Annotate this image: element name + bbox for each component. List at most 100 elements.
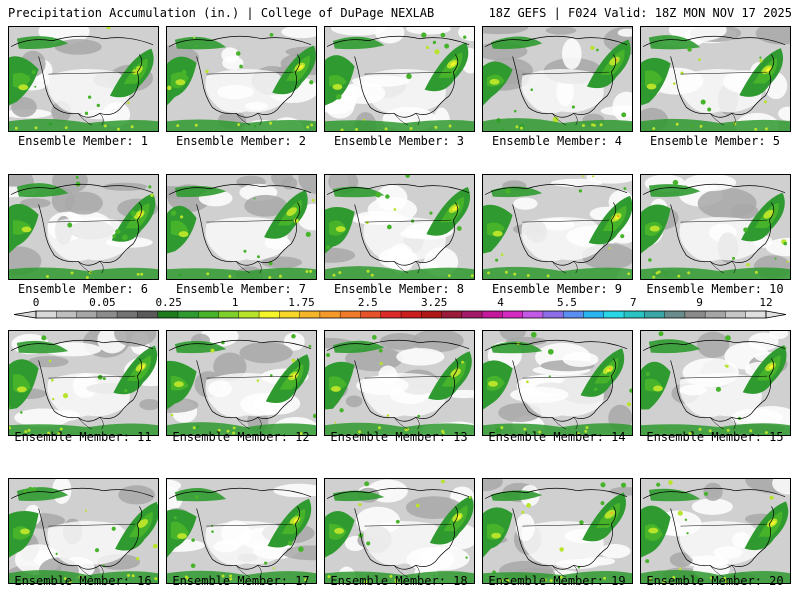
ensemble-member-map-17 (166, 478, 317, 584)
ensemble-member-label-9: Ensemble Member: 9 (491, 282, 623, 296)
ensemble-member-map-3 (324, 26, 475, 132)
ensemble-member-map-6 (8, 174, 159, 280)
colorbar-tick-label: 2.5 (357, 296, 378, 309)
ensemble-member-label-18: Ensemble Member: 18 (330, 574, 468, 588)
ensemble-member-label-6: Ensemble Member: 6 (17, 282, 149, 296)
colorbar-swatch (360, 311, 382, 318)
colorbar-swatch (36, 311, 57, 318)
colorbar-swatch (705, 311, 726, 318)
ensemble-member-map-4 (482, 26, 633, 132)
ensemble-member-map-14 (482, 330, 633, 436)
precip-map (325, 175, 474, 279)
ensemble-member-map-8 (324, 174, 475, 280)
map-title: Precipitation Accumulation (in.) | Colle… (8, 6, 435, 20)
ensemble-member-map-9 (482, 174, 633, 280)
colorbar-tick-label: 9 (696, 296, 703, 309)
colorbar-swatch (218, 311, 240, 318)
ensemble-member-label-19: Ensemble Member: 19 (488, 574, 626, 588)
ensemble-member-label-8: Ensemble Member: 8 (333, 282, 465, 296)
colorbar-swatch (259, 311, 280, 318)
colorbar-swatch (137, 311, 158, 318)
colorbar-swatch (624, 311, 645, 318)
precip-map (9, 175, 158, 279)
colorbar-swatch (340, 311, 361, 318)
ensemble-member-label-7: Ensemble Member: 7 (175, 282, 307, 296)
colorbar-tick-label: 5.5 (556, 296, 577, 309)
ensemble-member-label-17: Ensemble Member: 17 (172, 574, 310, 588)
colorbar-swatch (522, 311, 544, 318)
colorbar-swatch (745, 311, 767, 318)
colorbar-swatch (502, 311, 523, 318)
precip-map (641, 479, 790, 583)
colorbar-tick-label: 1.75 (288, 296, 315, 309)
colorbar-tick-label: 0.05 (89, 296, 116, 309)
colorbar-tick-label: 3.25 (420, 296, 448, 309)
precip-map (9, 479, 158, 583)
colorbar-swatch (644, 311, 665, 318)
precip-map (641, 331, 790, 435)
colorbar-swatch (198, 311, 219, 318)
ensemble-member-map-7 (166, 174, 317, 280)
ensemble-member-map-11 (8, 330, 159, 436)
ensemble-member-label-20: Ensemble Member: 20 (646, 574, 784, 588)
colorbar-tick-label: 0.25 (155, 296, 182, 309)
colorbar-tick-label: 0 (32, 296, 40, 309)
ensemble-member-label-1: Ensemble Member: 1 (17, 134, 149, 148)
ensemble-member-map-20 (640, 478, 791, 584)
ensemble-member-label-4: Ensemble Member: 4 (491, 134, 623, 148)
precip-map (325, 479, 474, 583)
precip-map (325, 27, 474, 131)
colorbar-swatch (56, 311, 77, 318)
ensemble-member-label-3: Ensemble Member: 3 (333, 134, 465, 148)
ensemble-member-label-12: Ensemble Member: 12 (172, 430, 310, 444)
colorbar-swatch (583, 311, 605, 318)
colorbar-swatch (563, 311, 584, 318)
colorbar-swatch (725, 311, 747, 318)
ensemble-member-map-15 (640, 330, 791, 436)
precip-map (167, 479, 316, 583)
ensemble-member-map-16 (8, 478, 159, 584)
colorbar-swatch (96, 311, 118, 318)
precip-map (483, 479, 632, 583)
colorbar-swatch (76, 311, 98, 318)
precip-map (167, 331, 316, 435)
precip-map (167, 27, 316, 131)
colorbar-tick-label: 12 (759, 296, 773, 309)
colorbar-swatch (299, 311, 321, 318)
precip-map (9, 27, 158, 131)
colorbar-tick-label: 4 (497, 296, 504, 309)
ensemble-member-map-1 (8, 26, 159, 132)
colorbar-swatch (664, 311, 686, 318)
colorbar-swatch (238, 311, 260, 318)
colorbar-right-arrow (765, 310, 787, 319)
precipitation-colorbar (13, 310, 787, 319)
ensemble-member-label-14: Ensemble Member: 14 (488, 430, 626, 444)
precip-map (483, 175, 632, 279)
colorbar-swatch (441, 311, 463, 318)
ensemble-member-label-16: Ensemble Member: 16 (14, 574, 152, 588)
precip-map (483, 27, 632, 131)
precip-map (641, 175, 790, 279)
colorbar-swatch (157, 311, 179, 318)
colorbar-swatch (482, 311, 503, 318)
colorbar-swatch (461, 311, 483, 318)
colorbar-swatch (177, 311, 199, 318)
colorbar-swatch (380, 311, 402, 318)
precip-map (483, 331, 632, 435)
precip-map (167, 175, 316, 279)
ensemble-member-label-5: Ensemble Member: 5 (649, 134, 781, 148)
ensemble-member-map-18 (324, 478, 475, 584)
run-valid-time: 18Z GEFS | F024 Valid: 18Z MON NOV 17 20… (488, 6, 792, 20)
ensemble-member-map-10 (640, 174, 791, 280)
colorbar-swatch (542, 311, 564, 318)
ensemble-member-map-12 (166, 330, 317, 436)
ensemble-member-label-11: Ensemble Member: 11 (14, 430, 152, 444)
ensemble-member-label-2: Ensemble Member: 2 (175, 134, 307, 148)
colorbar-tick-label: 7 (629, 296, 637, 309)
ensemble-member-label-15: Ensemble Member: 15 (646, 430, 784, 444)
precip-map (9, 331, 158, 435)
colorbar-swatch (603, 311, 625, 318)
ensemble-member-label-13: Ensemble Member: 13 (330, 430, 468, 444)
precip-map (325, 331, 474, 435)
colorbar-swatch (117, 311, 138, 318)
